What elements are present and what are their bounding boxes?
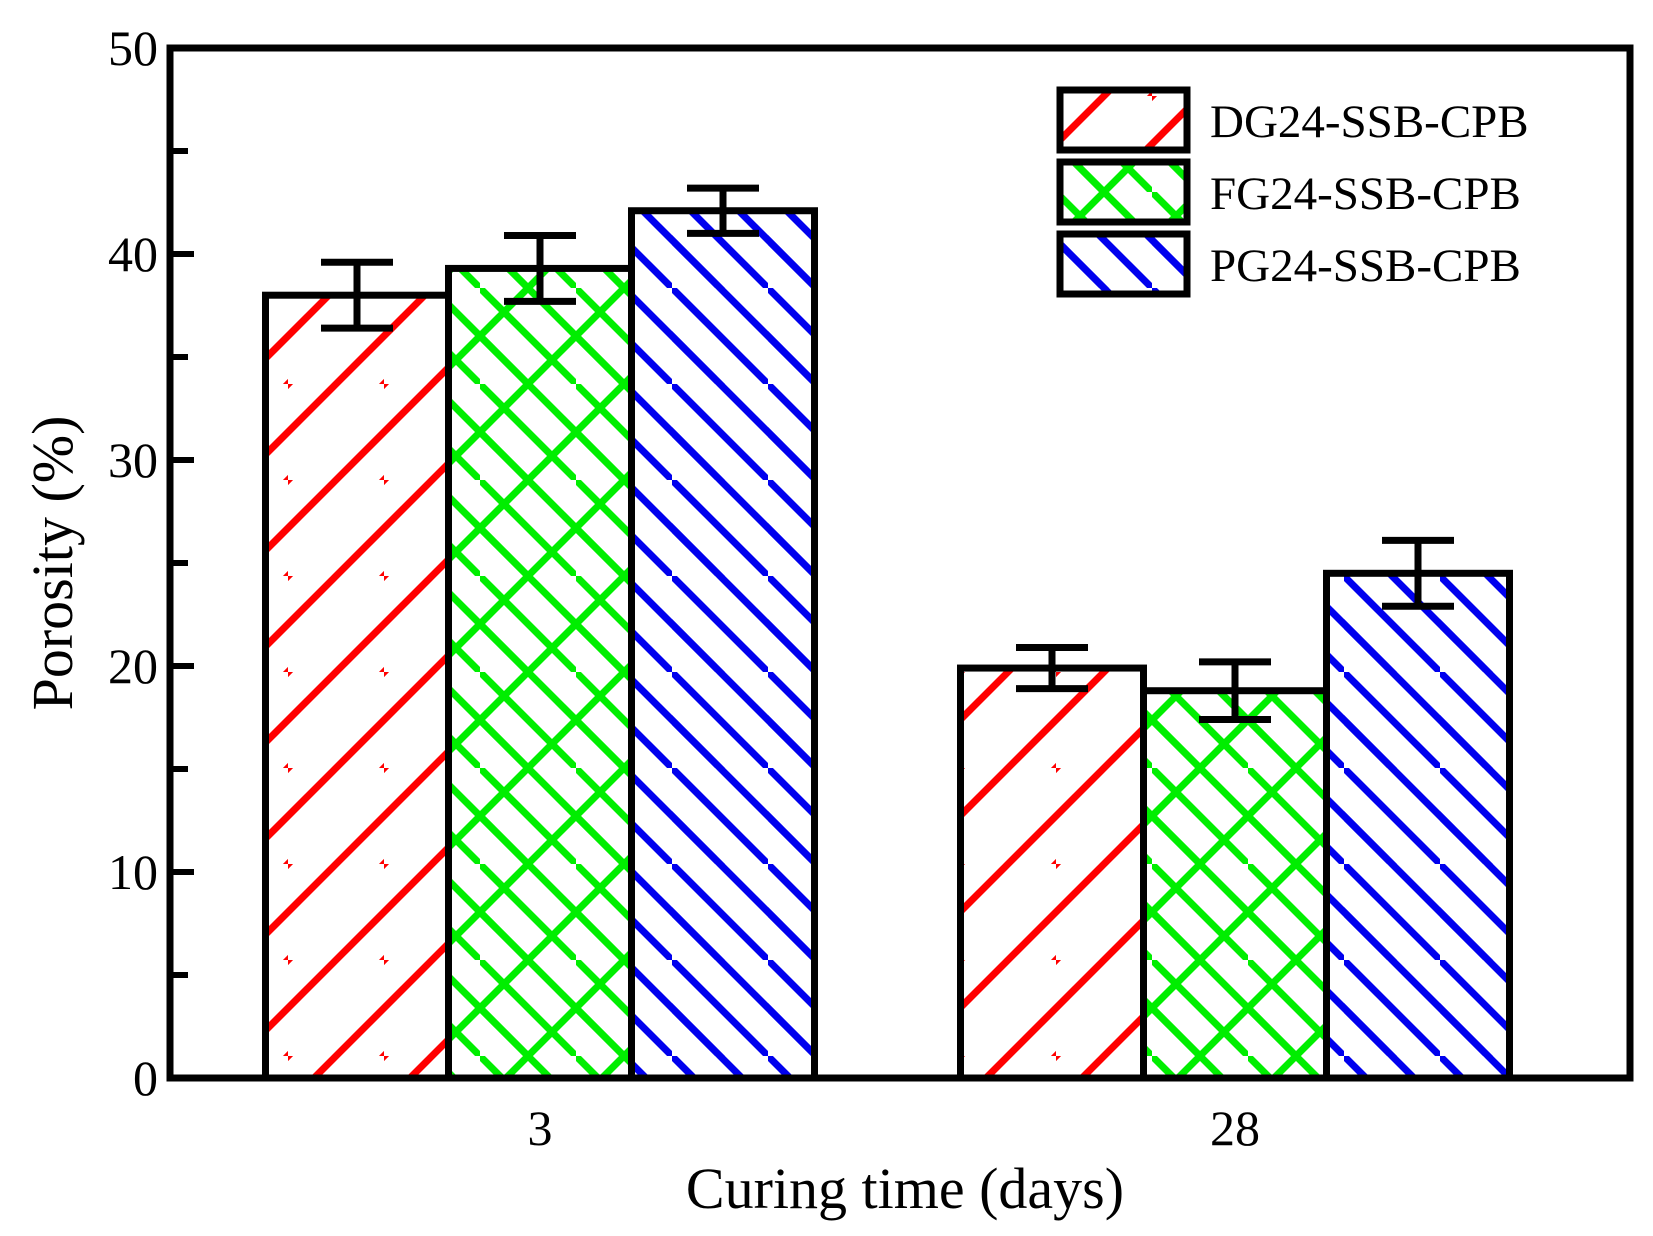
error-bar-fg24-ssb-cpb-3 <box>504 231 576 305</box>
y-tick-label: 20 <box>108 638 158 694</box>
legend-label: FG24-SSB-CPB <box>1210 168 1521 220</box>
y-axis-title: Porosity (%) <box>20 416 85 711</box>
x-tick-label: 3 <box>528 1100 553 1156</box>
error-bar-pg24-ssb-cpb-3 <box>687 184 759 237</box>
legend-swatch <box>1056 158 1191 226</box>
bar-dg24-ssb-cpb-3 <box>262 291 452 1082</box>
y-tick-label: 40 <box>108 226 158 282</box>
error-bar-fg24-ssb-cpb-28 <box>1199 658 1271 724</box>
bar-pg24-ssb-cpb-3 <box>628 207 818 1082</box>
legend-swatch <box>1056 230 1191 298</box>
y-tick-label: 30 <box>108 432 158 488</box>
x-axis-title: Curing time (days) <box>686 1156 1124 1221</box>
y-tick-label: 10 <box>108 844 158 900</box>
error-bar-pg24-ssb-cpb-28 <box>1382 536 1454 610</box>
legend: DG24-SSB-CPB FG24-SSB-CPB PG24-SSB-CPB <box>1056 86 1529 298</box>
error-bar-dg24-ssb-cpb-3 <box>321 258 393 332</box>
legend-label: DG24-SSB-CPB <box>1210 96 1529 148</box>
bar-pg24-ssb-cpb-28 <box>1323 569 1513 1082</box>
legend-label: PG24-SSB-CPB <box>1210 240 1521 292</box>
legend-swatch <box>1056 86 1191 154</box>
bar-dg24-ssb-cpb-28 <box>957 664 1147 1082</box>
bar-fg24-ssb-cpb-28 <box>1140 687 1330 1082</box>
x-tick-label: 28 <box>1210 1100 1260 1156</box>
bar-fg24-ssb-cpb-3 <box>445 264 635 1082</box>
y-tick-label: 0 <box>133 1050 158 1106</box>
y-tick-label: 50 <box>108 20 158 76</box>
error-bar-dg24-ssb-cpb-28 <box>1016 643 1088 693</box>
